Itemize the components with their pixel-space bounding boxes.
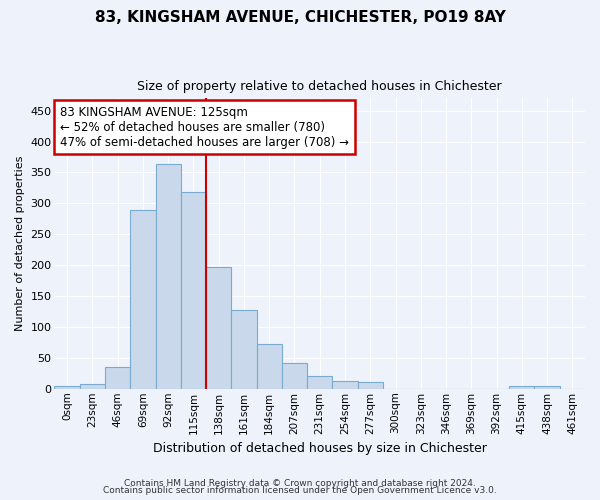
Bar: [232, 310, 257, 389]
Bar: [257, 344, 282, 389]
Text: 83, KINGSHAM AVENUE, CHICHESTER, PO19 8AY: 83, KINGSHAM AVENUE, CHICHESTER, PO19 8A…: [95, 10, 505, 25]
Y-axis label: Number of detached properties: Number of detached properties: [15, 156, 25, 331]
Text: Contains public sector information licensed under the Open Government Licence v3: Contains public sector information licen…: [103, 486, 497, 495]
Bar: [105, 367, 130, 389]
Bar: [155, 164, 181, 389]
Bar: [206, 267, 232, 389]
Bar: [332, 382, 358, 389]
Bar: [282, 363, 307, 389]
Bar: [80, 384, 105, 389]
Text: 83 KINGSHAM AVENUE: 125sqm
← 52% of detached houses are smaller (780)
47% of sem: 83 KINGSHAM AVENUE: 125sqm ← 52% of deta…: [60, 106, 349, 148]
Title: Size of property relative to detached houses in Chichester: Size of property relative to detached ho…: [137, 80, 502, 93]
Bar: [358, 382, 383, 389]
Bar: [55, 386, 80, 389]
X-axis label: Distribution of detached houses by size in Chichester: Distribution of detached houses by size …: [153, 442, 487, 455]
Bar: [509, 386, 535, 389]
Bar: [181, 192, 206, 389]
Bar: [307, 376, 332, 389]
Bar: [130, 210, 155, 389]
Text: Contains HM Land Registry data © Crown copyright and database right 2024.: Contains HM Land Registry data © Crown c…: [124, 478, 476, 488]
Bar: [535, 386, 560, 389]
